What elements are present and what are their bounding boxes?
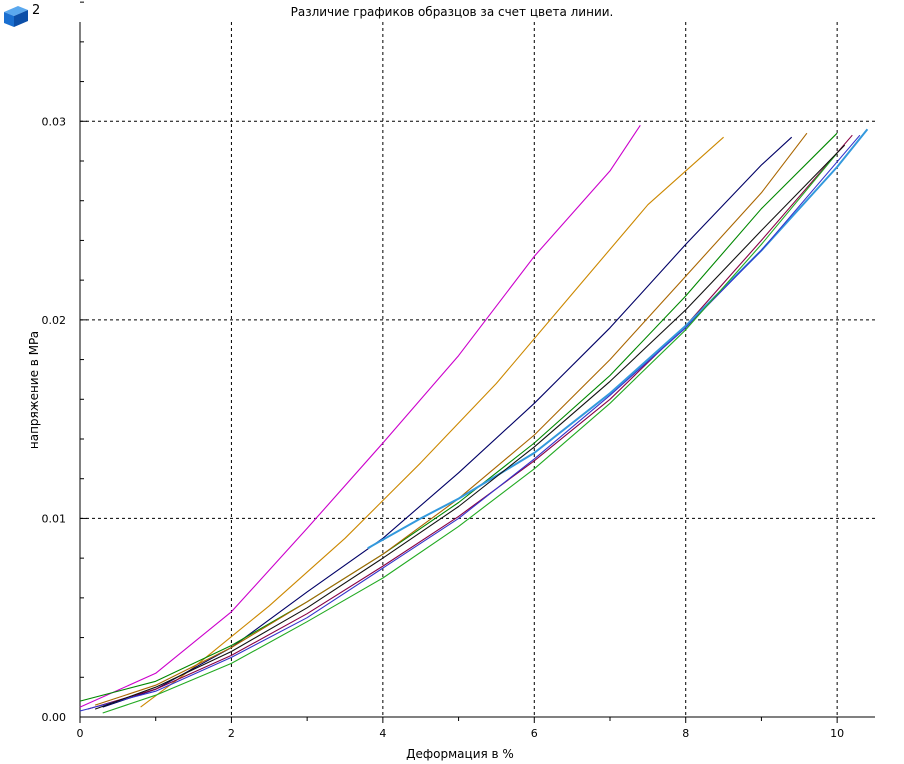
series-line — [79, 124, 641, 708]
y-tick-label: 0.03 — [42, 115, 67, 128]
series-line — [79, 132, 838, 702]
x-axis-title: Деформация в % — [406, 747, 514, 761]
x-tick-label: 10 — [830, 727, 844, 740]
x-tick-label: 4 — [379, 727, 386, 740]
series-line — [94, 144, 846, 710]
series-line — [102, 136, 793, 708]
series-line — [140, 136, 724, 708]
axes — [79, 1, 875, 723]
series-line — [79, 134, 861, 712]
x-tick-label: 8 — [682, 727, 689, 740]
y-tick-label: 0.02 — [42, 314, 67, 327]
y-tick-label: 0.00 — [42, 711, 67, 724]
series-line — [87, 134, 853, 710]
series-line — [94, 132, 808, 706]
y-tick-label: 0.01 — [42, 512, 67, 525]
series-count-badge: 2 — [32, 3, 41, 18]
grid-lines — [80, 22, 875, 717]
series-line — [367, 128, 869, 550]
series-line — [102, 152, 838, 714]
x-tick-label: 0 — [77, 727, 84, 740]
series-layer — [79, 124, 869, 714]
x-tick-label: 6 — [531, 727, 538, 740]
y-axis-title: напряжение в MPa — [27, 331, 41, 449]
tick-labels: 0 2 4 6 8 10 0.00 0.01 0.02 0.03 — [42, 115, 845, 740]
chart-title: Различие графиков образцов за счет цвета… — [290, 5, 614, 19]
blue-cube-icon — [4, 6, 28, 27]
x-tick-label: 2 — [228, 727, 235, 740]
